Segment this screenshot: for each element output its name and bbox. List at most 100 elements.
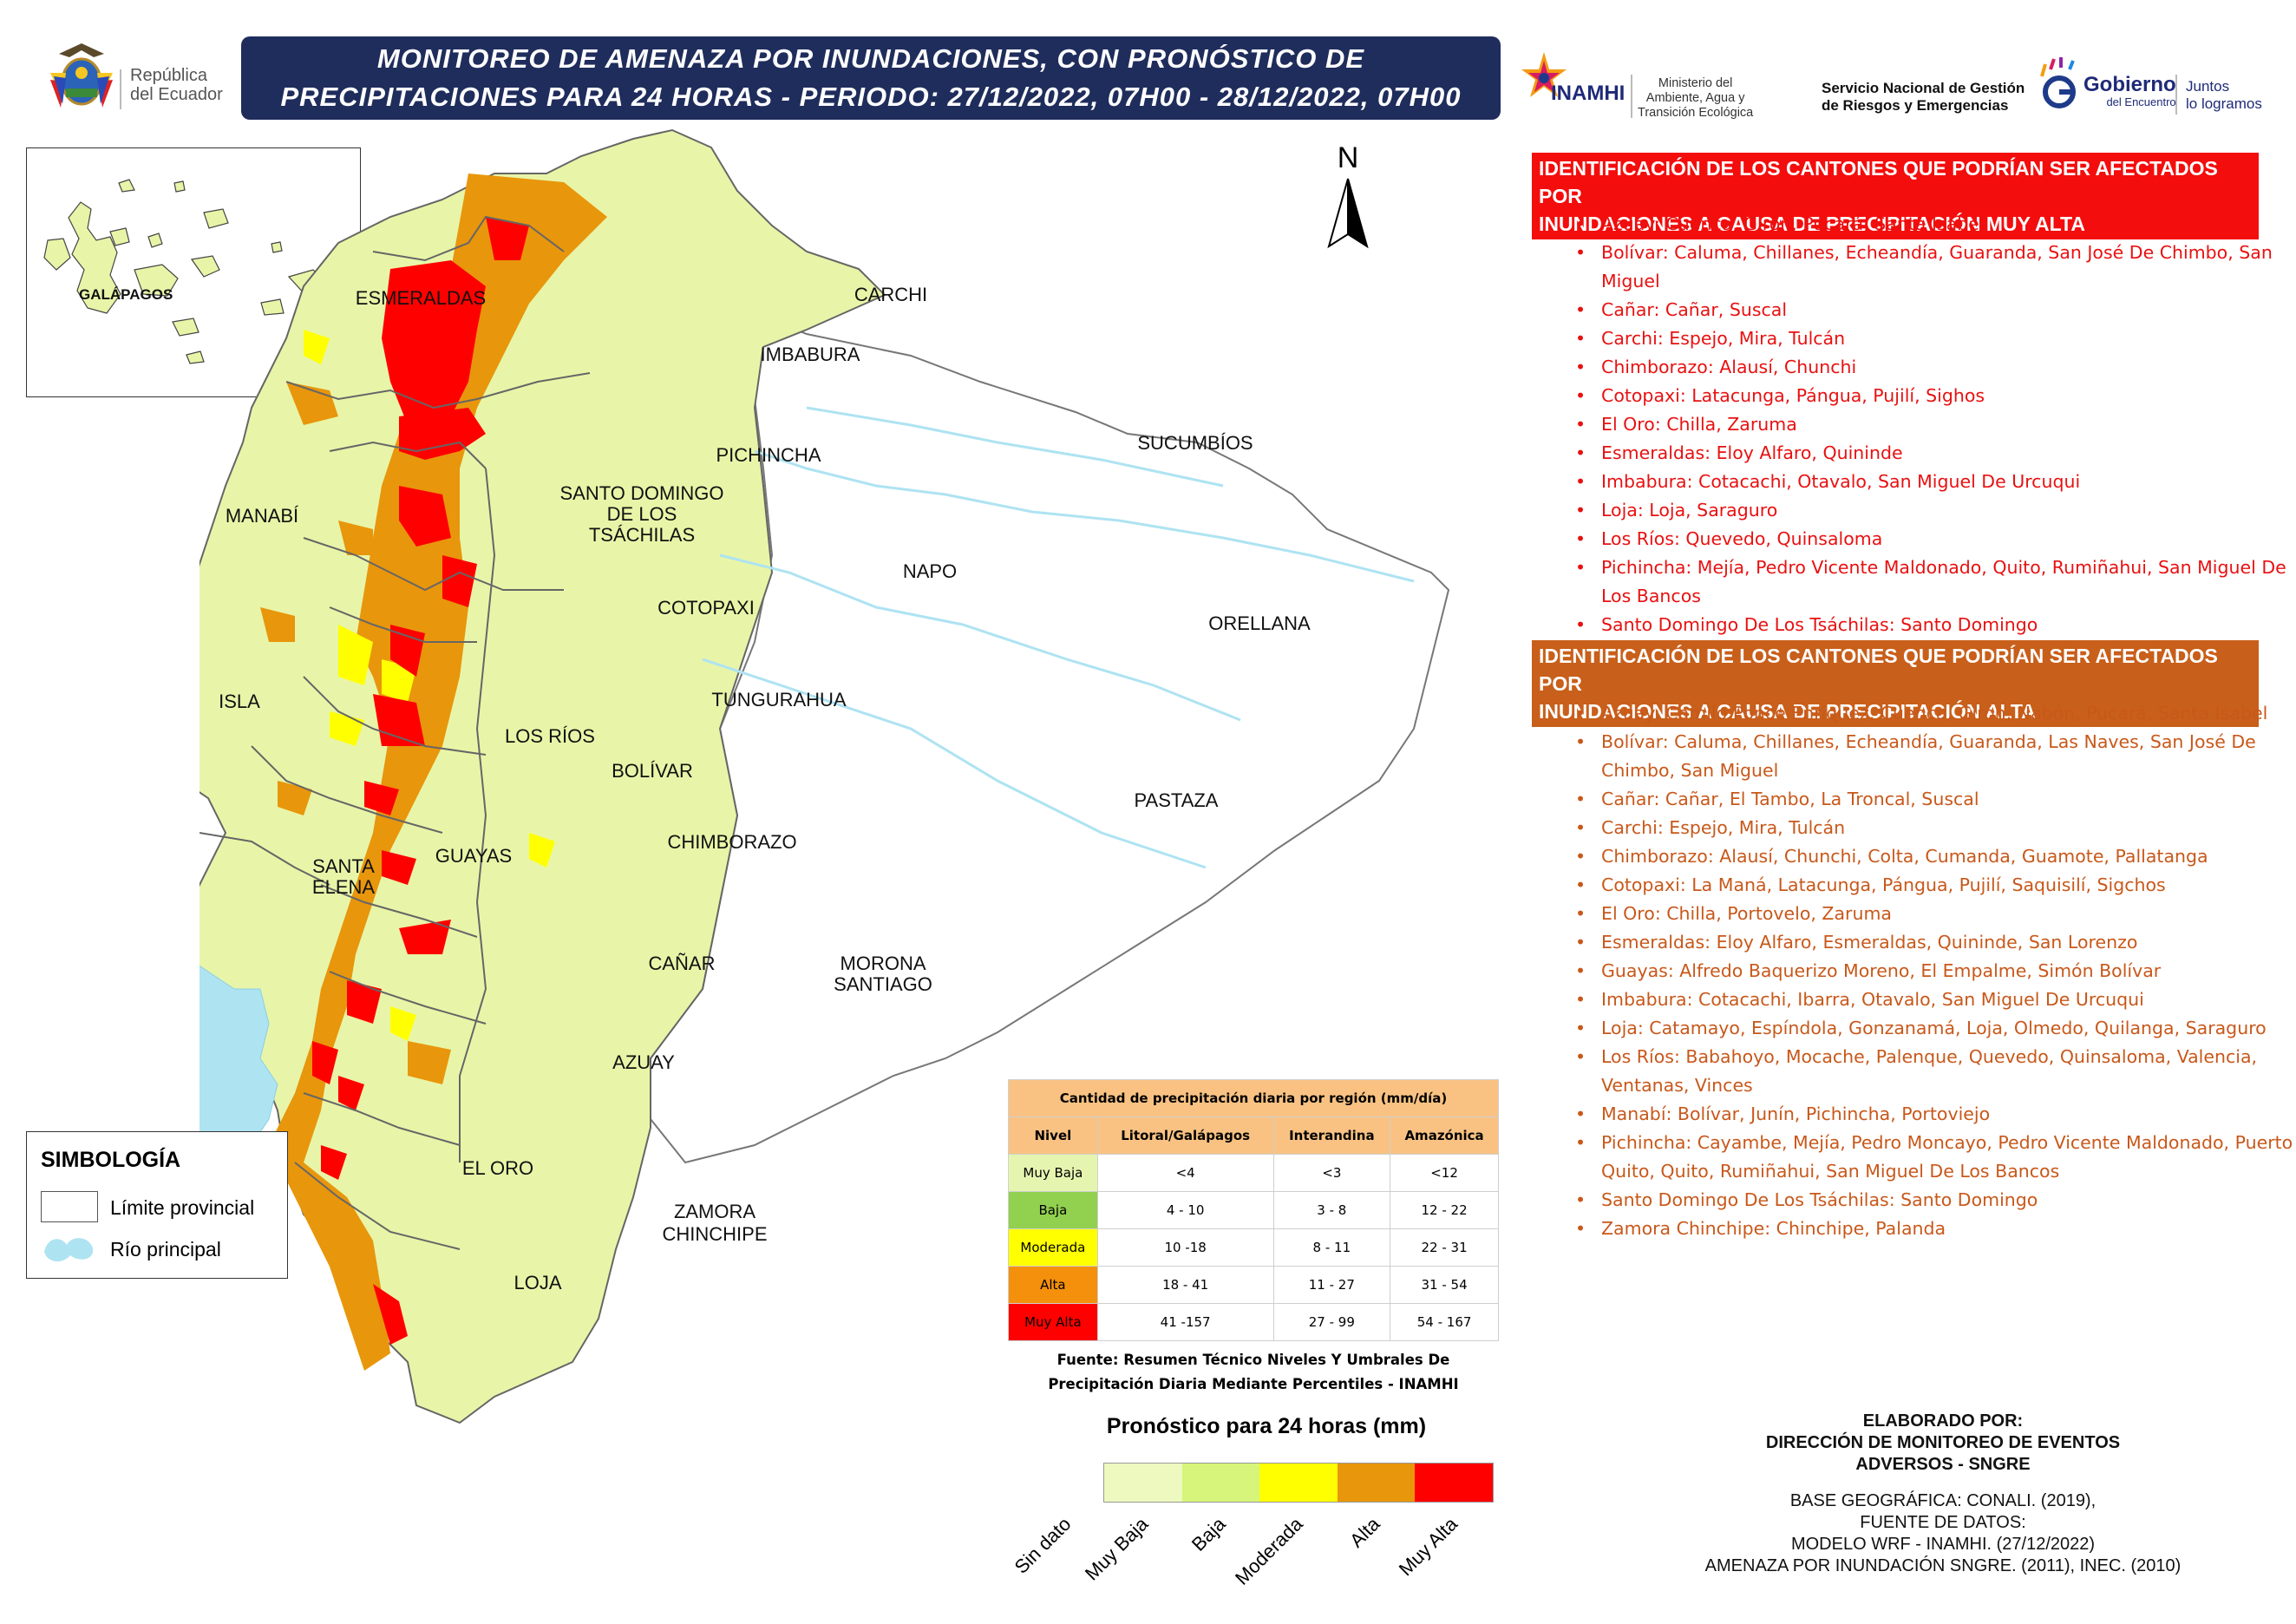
province-label-manabi: MANABÍ [226, 505, 299, 527]
list-item: Zamora Chinchipe: Chinchipe, Palanda [1532, 1215, 2295, 1243]
province-label-el-oro: EL ORO [462, 1157, 533, 1179]
table-row: Baja 4 - 10 3 - 8 12 - 22 [1008, 1191, 1499, 1229]
amazon-rivers [702, 406, 1415, 869]
limite-provincial-label: Límite provincial [110, 1196, 255, 1219]
list-item: Pichincha: Cayambe, Mejía, Pedro Moncayo… [1532, 1129, 2295, 1186]
province-label-chimborazo: CHIMBORAZO [667, 831, 796, 853]
list-item: Loja: Loja, Saraguro [1532, 496, 2295, 525]
province-label-napo: NAPO [903, 560, 957, 582]
list-item: Imbabura: Cotacachi, Ibarra, Otavalo, Sa… [1532, 986, 2295, 1014]
table-cell-nivel: Muy Baja [1008, 1154, 1098, 1192]
list-item: El Oro: Chilla, Portovelo, Zaruma [1532, 900, 2295, 928]
map-title: MONITOREO DE AMENAZA POR INUNDACIONES, C… [241, 36, 1501, 120]
table-cell: 22 - 31 [1390, 1228, 1499, 1267]
province-label-zamora-2: CHINCHIPE [662, 1223, 767, 1245]
list-item: Chimborazo: Alausí, Chunchi [1532, 353, 2295, 382]
list-item: Bolívar: Caluma, Chillanes, Echeandía, G… [1532, 239, 2295, 296]
sngre-logo-text: Servicio Nacional de Gestión de Riesgos … [1822, 80, 2025, 114]
colorbar-swatch [1337, 1464, 1416, 1502]
gobierno-logo-text: Gobierno del Encuentro [2083, 73, 2176, 109]
list-item: Loja: Catamayo, Espíndola, Gonzanamá, Lo… [1532, 1014, 2295, 1043]
table-cell: 8 - 11 [1272, 1228, 1391, 1267]
table-cell: 3 - 8 [1272, 1191, 1391, 1229]
table-cell: <3 [1272, 1154, 1391, 1192]
colorbar-swatch [1415, 1464, 1493, 1502]
list-item: Cotopaxi: La Maná, Latacunga, Pángua, Pu… [1532, 871, 2295, 900]
table-cell: 4 - 10 [1096, 1191, 1274, 1229]
galapagos-label: GALÁPAGOS [79, 286, 173, 303]
gobierno-logo-icon [2037, 56, 2082, 113]
colorbar-label: Muy Alta [1394, 1513, 1462, 1581]
colorbar-label: Sin dato [1010, 1513, 1076, 1578]
table-cell: 31 - 54 [1390, 1266, 1499, 1304]
province-label-tungurahua: TUNGURAHUA [711, 689, 847, 710]
list-item: Manabí: Bolívar, Junín, Pichincha, Porto… [1532, 1100, 2295, 1129]
republic-logo-text: República del Ecuador [130, 66, 223, 104]
north-arrow: N [1322, 142, 1374, 255]
colorbar-swatch [1259, 1464, 1338, 1502]
table-cell: 11 - 27 [1272, 1266, 1391, 1304]
province-label-pichincha: PICHINCHA [716, 444, 821, 466]
colorbar [1103, 1463, 1494, 1503]
inamhi-logo: INAMHI [1518, 50, 1625, 115]
colorbar-title: Pronóstico para 24 horas (mm) [1106, 1414, 1427, 1438]
rio-principal-label: Río principal [110, 1238, 221, 1261]
juntos-logo-text: Juntos lo logramos [2186, 78, 2262, 112]
table-cell: 41 -157 [1096, 1303, 1274, 1341]
limite-provincial-swatch [41, 1191, 98, 1222]
table-cell: 27 - 99 [1272, 1303, 1391, 1341]
coat-of-arms-icon [42, 38, 121, 118]
table-header: Amazónica [1390, 1116, 1499, 1155]
province-label-orellana: ORELLANA [1208, 612, 1311, 634]
simbologia-title: SIMBOLOGÍA [41, 1148, 181, 1172]
river-swatch-icon [44, 1238, 94, 1262]
list-item: Santo Domingo De Los Tsáchilas: Santo Do… [1532, 1186, 2295, 1215]
province-label-imbabura: IMBABURA [761, 344, 860, 365]
province-label-sucumbios: SUCUMBÍOS [1137, 432, 1253, 454]
province-label-canar: CAÑAR [648, 953, 715, 974]
colorbar-label: Moderada [1230, 1513, 1307, 1589]
province-label-los-rios: LOS RÍOS [505, 725, 595, 747]
amazon-region [650, 302, 1450, 1164]
list-item: Carchi: Espejo, Mira, Tulcán [1532, 324, 2295, 353]
province-label-santo-domingo-2: DE LOS [607, 503, 677, 525]
table-source: Fuente: Resumen Técnico Niveles Y Umbral… [1048, 1352, 1459, 1392]
province-label-santo-domingo-1: SANTO DOMINGO [559, 482, 723, 504]
ministerio-logo-text: Ministerio del Ambiente, Agua y Transici… [1638, 76, 1754, 120]
inamhi-emblem-icon [1521, 52, 1567, 97]
ecuador-map: ESMERALDAS CARCHI IMBABURA SUCUMBÍOS PIC… [200, 128, 1450, 1424]
rain-threshold-table: Cantidad de precipitación diaria por reg… [1008, 1079, 1499, 1341]
province-label-pastaza: PASTAZA [1135, 789, 1219, 811]
list-item: Azuay: Cuenca, Girón, Pucará, Santa Isab… [1532, 210, 2295, 239]
province-label-azuay: AZUAY [612, 1051, 675, 1073]
province-label-bolivar: BOLÍVAR [612, 760, 693, 782]
list-item: Bolívar: Caluma, Chillanes, Echeandía, G… [1532, 728, 2295, 785]
table-cell-nivel: Muy Alta [1008, 1303, 1098, 1341]
table-cell-nivel: Alta [1008, 1266, 1098, 1304]
table-cell-nivel: Baja [1008, 1191, 1098, 1229]
province-label-esmeraldas: ESMERALDAS [356, 287, 486, 309]
table-cell: 10 -18 [1096, 1228, 1274, 1267]
credits-block: ELABORADO POR: DIRECCIÓN DE MONITOREO DE… [1765, 1411, 2121, 1474]
list-item: Cañar: Cañar, Suscal [1532, 296, 2295, 324]
table-header: Litoral/Galápagos [1096, 1116, 1274, 1155]
list-item: Esmeraldas: Eloy Alfaro, Quininde [1532, 439, 2295, 468]
list-item: Carchi: Espejo, Mira, Tulcán [1532, 814, 2295, 842]
table-row: Muy Baja <4 <3 <12 [1008, 1154, 1499, 1192]
colorbar-label: Alta [1345, 1513, 1384, 1552]
list-item: Imbabura: Cotacachi, Otavalo, San Miguel… [1532, 468, 2295, 496]
list-item: Azuay: Camilo Ponce Enríquez, Cuenca, Gi… [1532, 699, 2295, 728]
list-item: Los Ríos: Quevedo, Quinsaloma [1532, 525, 2295, 553]
table-row: Moderada 10 -18 8 - 11 22 - 31 [1008, 1228, 1499, 1267]
list-item: Guayas: Alfredo Baquerizo Moreno, El Emp… [1532, 957, 2295, 986]
province-label-cotopaxi: COTOPAXI [657, 597, 755, 619]
list-item: Santo Domingo De Los Tsáchilas: Santo Do… [1532, 611, 2295, 639]
table-row: Muy Alta 41 -157 27 - 99 54 - 167 [1008, 1303, 1499, 1341]
colorbar-label: Baja [1187, 1513, 1230, 1555]
colorbar-swatch [1181, 1464, 1260, 1502]
alta-canton-list: Azuay: Camilo Ponce Enríquez, Cuenca, Gi… [1532, 699, 2295, 1243]
table-cell: <4 [1096, 1154, 1274, 1192]
colorbar-label: Muy Baja [1081, 1513, 1153, 1585]
province-label-morona-2: SANTIAGO [834, 973, 932, 995]
list-item: Cañar: Cañar, El Tambo, La Troncal, Susc… [1532, 785, 2295, 814]
